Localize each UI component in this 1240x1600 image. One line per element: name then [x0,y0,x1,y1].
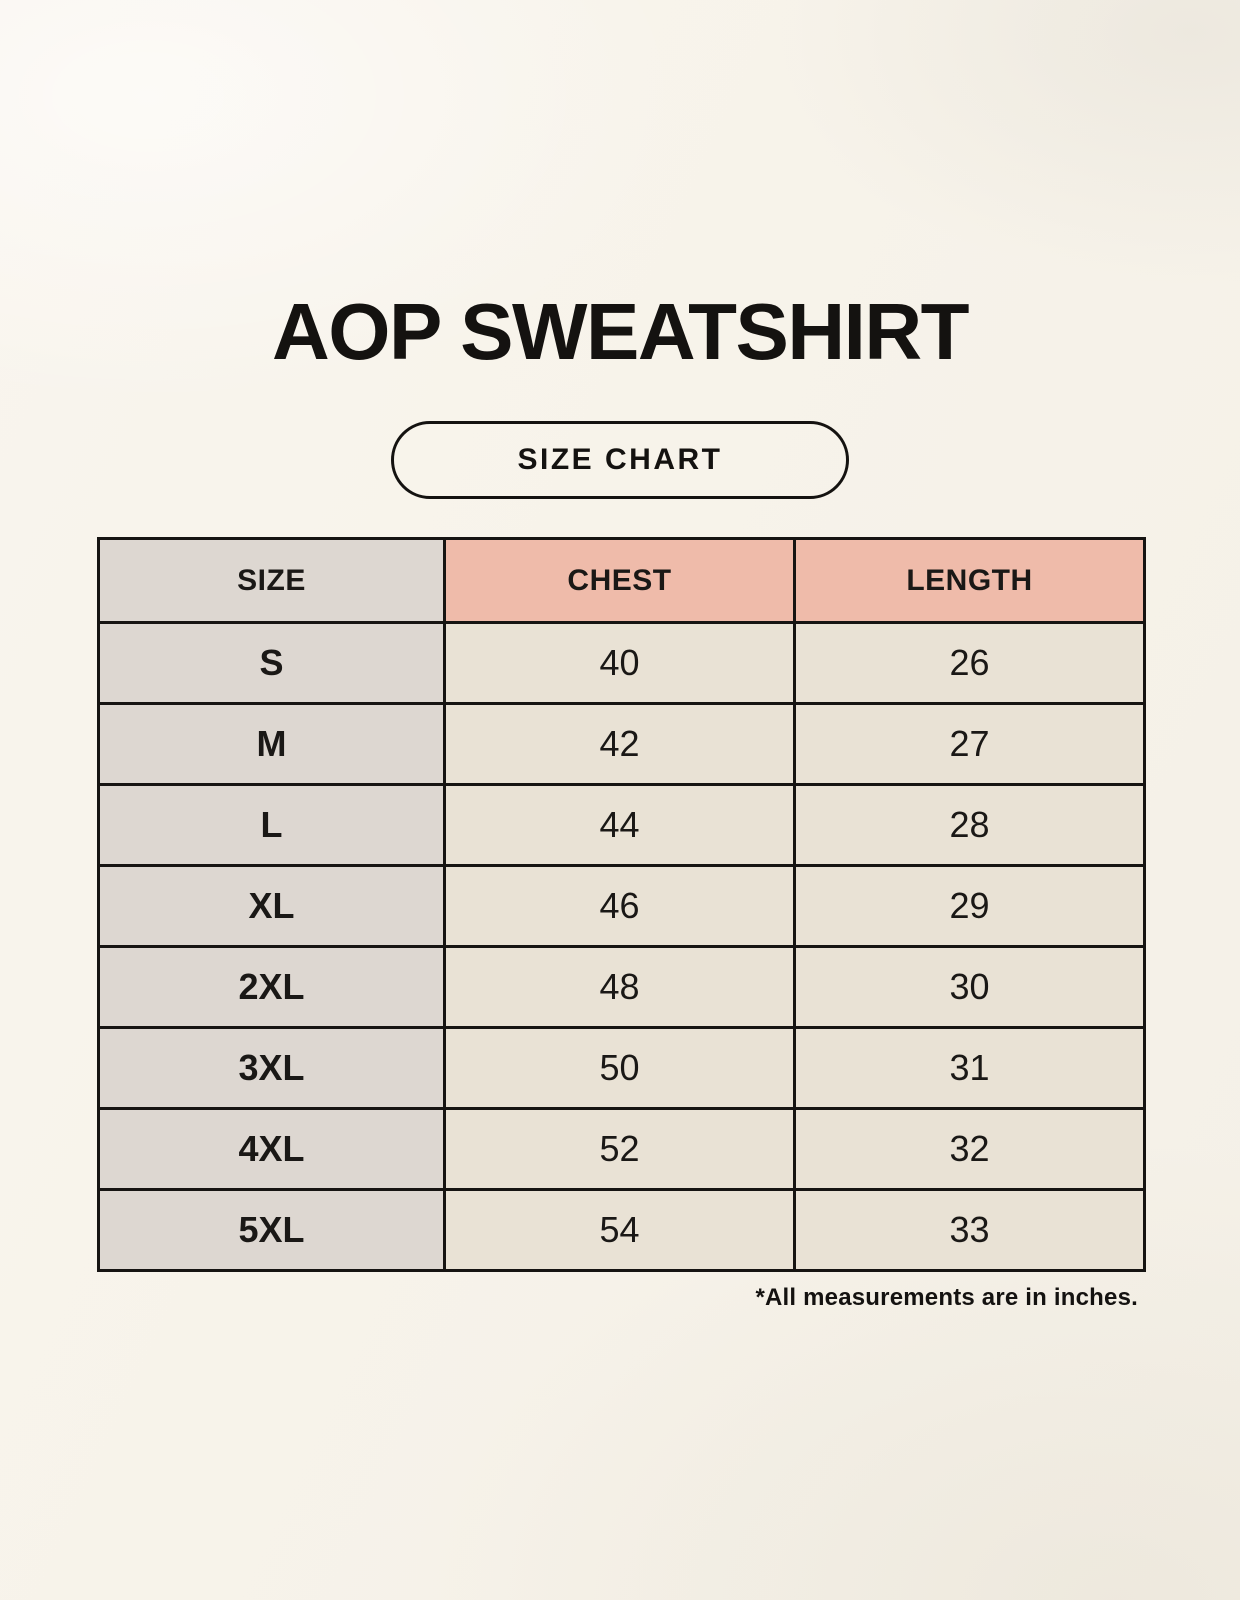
length-cell: 28 [793,783,1146,867]
column-header-chest: CHEST [443,537,796,624]
length-cell: 30 [793,945,1146,1029]
size-cell: 2XL [97,945,446,1029]
column-header-length: LENGTH [793,537,1146,624]
table-row: 5XL 54 33 [97,1188,1146,1272]
length-cell: 33 [793,1188,1146,1272]
page-title: AOP SWEATSHIRT [271,287,970,376]
table-row: 4XL 52 32 [97,1107,1146,1191]
size-cell: S [97,621,446,705]
table-row: S 40 26 [97,621,1146,705]
chest-cell: 54 [443,1188,796,1272]
table-row: XL 46 29 [97,864,1146,948]
column-header-size: SIZE [97,537,446,624]
size-chart-badge: SIZE CHART [391,421,849,499]
size-cell: 4XL [97,1107,446,1191]
size-cell: M [97,702,446,786]
chest-cell: 52 [443,1107,796,1191]
size-cell: L [97,783,446,867]
size-cell: 5XL [97,1188,446,1272]
size-chart-badge-label: SIZE CHART [517,443,723,476]
table-row: 2XL 48 30 [97,945,1146,1029]
chest-cell: 40 [443,621,796,705]
chest-cell: 48 [443,945,796,1029]
chest-cell: 42 [443,702,796,786]
chest-cell: 46 [443,864,796,948]
table-row: M 42 27 [97,702,1146,786]
chest-cell: 44 [443,783,796,867]
table-row: 3XL 50 31 [97,1026,1146,1110]
size-cell: 3XL [97,1026,446,1110]
chest-cell: 50 [443,1026,796,1110]
table-row: L 44 28 [97,783,1146,867]
length-cell: 31 [793,1026,1146,1110]
size-cell: XL [97,864,446,948]
length-cell: 32 [793,1107,1146,1191]
table-header-row: SIZE CHEST LENGTH [97,537,1146,624]
length-cell: 27 [793,702,1146,786]
length-cell: 26 [793,621,1146,705]
size-chart-table: SIZE CHEST LENGTH S 40 26 M 42 27 L 44 2… [97,537,1146,1272]
measurements-footnote: *All measurements are in inches. [755,1284,1138,1311]
length-cell: 29 [793,864,1146,948]
